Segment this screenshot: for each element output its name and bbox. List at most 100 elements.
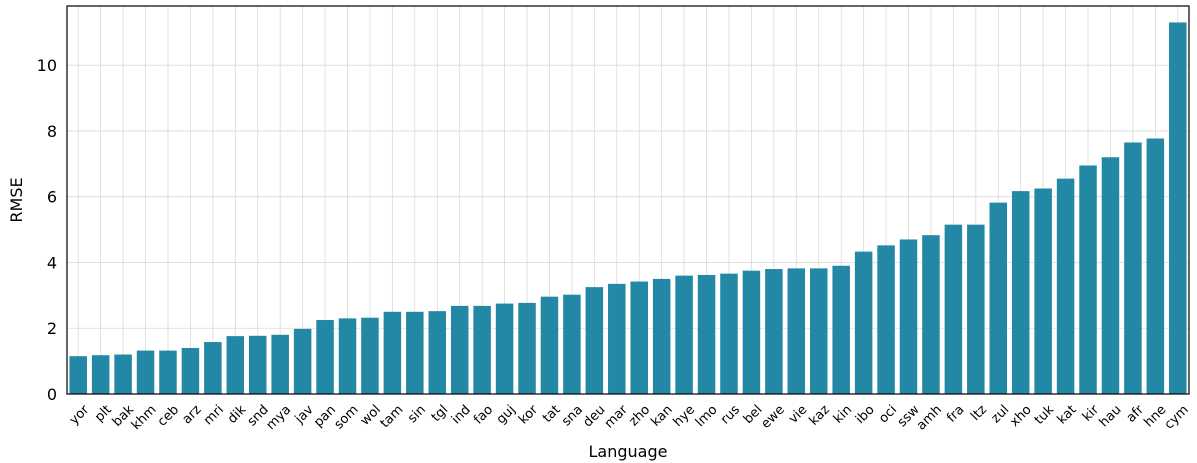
bar-som: [338, 318, 357, 394]
x-tick-label: arz: [180, 402, 205, 427]
bar-bak: [114, 354, 132, 394]
x-tick-label: mar: [602, 402, 631, 431]
bar-khm: [136, 350, 155, 394]
bar-jav: [293, 328, 312, 394]
x-tick-label: amh: [914, 402, 945, 433]
x-tick-label: mya: [264, 402, 295, 433]
bar-hau: [1101, 157, 1120, 394]
x-tick-label: cym: [1162, 402, 1192, 432]
bar-dik: [226, 336, 245, 394]
x-tick-label: mri: [201, 402, 227, 428]
x-tick-label: ibo: [853, 402, 878, 427]
bar-rus: [720, 273, 738, 394]
x-tick-label: kin: [831, 402, 855, 426]
bar-guj: [495, 303, 514, 394]
bar-yor: [69, 356, 87, 394]
x-tick-label: tuk: [1032, 402, 1058, 428]
y-tick-label: 6: [47, 188, 57, 207]
bar-tuk: [1034, 188, 1052, 394]
bar-sin: [406, 311, 424, 394]
bar-vie: [787, 268, 806, 394]
x-tick-label: sin: [405, 402, 429, 426]
x-tick-label: kor: [516, 402, 541, 427]
y-tick-label: 4: [47, 253, 57, 272]
x-axis-label: Language: [589, 442, 668, 461]
x-tick-label: ltz: [968, 402, 990, 424]
x-tick-label: lmo: [693, 402, 721, 430]
bar-series: [69, 22, 1187, 395]
bar-lmo: [697, 274, 716, 394]
bar-ceb: [159, 350, 177, 394]
bar-tgl: [428, 311, 447, 394]
bar-kin: [832, 265, 850, 394]
bar-fra: [944, 224, 963, 394]
bar-pan: [316, 320, 334, 394]
bar-ind: [450, 305, 469, 394]
y-axis-ticks: 0 2 4 6 8 10: [37, 56, 57, 404]
bar-deu: [585, 287, 604, 394]
bar-cym: [1169, 22, 1187, 395]
bar-arz: [181, 347, 200, 394]
bar-hne: [1146, 138, 1165, 394]
y-tick-label: 2: [47, 319, 57, 338]
bar-mar: [608, 283, 626, 394]
y-tick-label: 0: [47, 385, 57, 404]
bar-wol: [361, 317, 379, 394]
bar-kor: [518, 302, 536, 394]
x-tick-label: fra: [944, 402, 967, 425]
x-tick-label: guj: [494, 402, 519, 427]
bar-ewe: [765, 269, 783, 394]
x-tick-label: fao: [471, 402, 496, 427]
x-tick-label: hau: [1097, 402, 1125, 430]
x-tick-label: zul: [988, 402, 1012, 426]
x-tick-label: kan: [648, 402, 675, 429]
bar-kir: [1079, 165, 1097, 394]
x-tick-label: kaz: [807, 402, 833, 428]
x-tick-label: oci: [876, 402, 900, 426]
x-tick-label: xho: [1007, 402, 1035, 430]
x-tick-label: wol: [358, 402, 384, 428]
y-tick-label: 10: [37, 56, 57, 75]
x-tick-label: rus: [718, 402, 743, 427]
x-tick-label: zho: [626, 402, 653, 429]
bar-sna: [563, 294, 581, 394]
bar-ssw: [899, 239, 918, 394]
bar-xho: [1011, 191, 1030, 394]
x-tick-label: tam: [378, 402, 407, 431]
bar-mya: [271, 334, 289, 394]
bar-zul: [989, 202, 1008, 394]
x-tick-label: tgl: [429, 402, 452, 425]
x-axis-ticks: yor pltbakkhmcebarzmridiksndmyajavpansomw…: [67, 402, 1192, 433]
x-tick-label: yor: [67, 402, 93, 428]
bar-oci: [877, 245, 895, 394]
x-tick-label: ceb: [155, 402, 182, 429]
x-tick-label: jav: [292, 402, 317, 427]
bar-mri: [204, 342, 222, 394]
y-tick-label: 8: [47, 122, 57, 141]
bar-amh: [922, 235, 940, 394]
bar-ibo: [854, 251, 873, 394]
y-axis-label: RMSE: [7, 177, 26, 222]
bar-zho: [630, 281, 648, 394]
bar-fao: [473, 305, 491, 394]
bar-kan: [652, 278, 671, 394]
x-tick-label: deu: [580, 402, 608, 430]
x-tick-label: tat: [540, 402, 563, 425]
x-tick-label: kat: [1055, 402, 1080, 427]
bar-kaz: [809, 268, 828, 394]
x-tick-label: dik: [225, 402, 250, 427]
x-tick-label: vie: [786, 402, 810, 426]
bar-hye: [675, 275, 693, 394]
bar-tat: [540, 296, 559, 394]
x-tick-label: hye: [671, 402, 699, 430]
x-tick-label: ewe: [758, 402, 787, 431]
plot-frame: [66, 5, 1190, 395]
bar-ltz: [967, 224, 985, 394]
bar-bel: [742, 270, 761, 394]
x-tick-label: ind: [449, 402, 474, 427]
x-tick-label: sna: [559, 402, 586, 429]
bar-plt: [91, 355, 110, 394]
bar-kat: [1056, 178, 1075, 394]
bar-tam: [383, 311, 402, 394]
